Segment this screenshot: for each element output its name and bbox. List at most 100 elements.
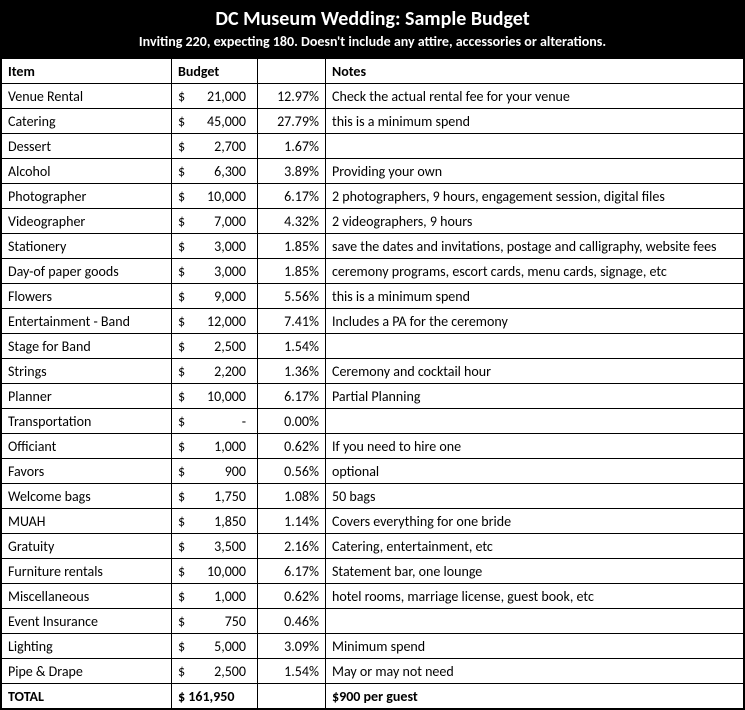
cell-budget: $9,000: [172, 284, 258, 309]
table-row: Transportation$-0.00%: [2, 409, 744, 434]
table-row: Catering$45,00027.79%this is a minimum s…: [2, 109, 744, 134]
cell-item: Videographer: [2, 209, 172, 234]
cell-item: Officiant: [2, 434, 172, 459]
table-row: Stationery$3,0001.85%save the dates and …: [2, 234, 744, 259]
table-row: Gratuity$3,5002.16%Catering, entertainme…: [2, 534, 744, 559]
currency-symbol: $: [178, 663, 192, 680]
cell-notes: Minimum spend: [326, 634, 744, 659]
cell-budget: $5,000: [172, 634, 258, 659]
table-row: Planner$10,0006.17%Partial Planning: [2, 384, 744, 409]
cell-notes: this is a minimum spend: [326, 284, 744, 309]
currency-symbol: $: [178, 163, 192, 180]
cell-notes: [326, 609, 744, 634]
amount-value: 1,000: [192, 438, 246, 455]
currency-symbol: $: [178, 88, 192, 105]
cell-budget: $3,000: [172, 259, 258, 284]
table-row: Stage for Band$2,5001.54%: [2, 334, 744, 359]
total-percent: [258, 684, 326, 709]
amount-value: -: [192, 413, 246, 430]
cell-budget: $-: [172, 409, 258, 434]
cell-notes: Partial Planning: [326, 384, 744, 409]
cell-notes: If you need to hire one: [326, 434, 744, 459]
cell-budget: $1,000: [172, 584, 258, 609]
cell-item: Miscellaneous: [2, 584, 172, 609]
cell-budget: $21,000: [172, 84, 258, 109]
currency-symbol: $: [178, 238, 192, 255]
cell-budget: $10,000: [172, 559, 258, 584]
table-row: Welcome bags$1,7501.08%50 bags: [2, 484, 744, 509]
cell-notes: 50 bags: [326, 484, 744, 509]
cell-item: Catering: [2, 109, 172, 134]
cell-item: MUAH: [2, 509, 172, 534]
cell-budget: $1,750: [172, 484, 258, 509]
currency-symbol: $: [178, 338, 192, 355]
amount-value: 750: [192, 613, 246, 630]
cell-percent: 6.17%: [258, 384, 326, 409]
cell-notes: save the dates and invitations, postage …: [326, 234, 744, 259]
cell-budget: $2,700: [172, 134, 258, 159]
cell-budget: $3,000: [172, 234, 258, 259]
table-row: Dessert$2,7001.67%: [2, 134, 744, 159]
cell-notes: May or may not need: [326, 659, 744, 684]
cell-notes: this is a minimum spend: [326, 109, 744, 134]
table-row: Videographer$7,0004.32%2 videographers, …: [2, 209, 744, 234]
amount-value: 6,300: [192, 163, 246, 180]
amount-value: 3,000: [192, 263, 246, 280]
cell-item: Stationery: [2, 234, 172, 259]
cell-item: Planner: [2, 384, 172, 409]
amount-value: 21,000: [192, 88, 246, 105]
cell-percent: 1.36%: [258, 359, 326, 384]
cell-percent: 1.85%: [258, 259, 326, 284]
cell-budget: $7,000: [172, 209, 258, 234]
cell-notes: Catering, entertainment, etc: [326, 534, 744, 559]
cell-budget: $3,500: [172, 534, 258, 559]
currency-symbol: $: [178, 588, 192, 605]
amount-value: 900: [192, 463, 246, 480]
currency-symbol: $: [178, 613, 192, 630]
cell-budget: $750: [172, 609, 258, 634]
currency-symbol: $: [178, 413, 192, 430]
cell-item: Day-of paper goods: [2, 259, 172, 284]
budget-document: DC Museum Wedding: Sample Budget Invitin…: [0, 0, 745, 710]
cell-notes: hotel rooms, marriage license, guest boo…: [326, 584, 744, 609]
cell-percent: 0.46%: [258, 609, 326, 634]
amount-value: 7,000: [192, 213, 246, 230]
cell-budget: $1,850: [172, 509, 258, 534]
cell-notes: 2 photographers, 9 hours, engagement ses…: [326, 184, 744, 209]
currency-symbol: $: [178, 288, 192, 305]
cell-percent: 2.16%: [258, 534, 326, 559]
cell-item: Alcohol: [2, 159, 172, 184]
cell-item: Dessert: [2, 134, 172, 159]
table-row: Event Insurance$7500.46%: [2, 609, 744, 634]
cell-percent: 0.62%: [258, 584, 326, 609]
amount-value: 10,000: [192, 563, 246, 580]
table-row: Miscellaneous$1,0000.62%hotel rooms, mar…: [2, 584, 744, 609]
cell-notes: Includes a PA for the ceremony: [326, 309, 744, 334]
cell-item: Venue Rental: [2, 84, 172, 109]
col-pct: [258, 59, 326, 84]
currency-symbol: $: [178, 263, 192, 280]
cell-item: Gratuity: [2, 534, 172, 559]
cell-percent: 3.09%: [258, 634, 326, 659]
cell-item: Favors: [2, 459, 172, 484]
amount-value: 1,850: [192, 513, 246, 530]
cell-budget: $2,200: [172, 359, 258, 384]
currency-symbol: $: [178, 213, 192, 230]
cell-item: Event Insurance: [2, 609, 172, 634]
cell-item: Furniture rentals: [2, 559, 172, 584]
cell-percent: 1.08%: [258, 484, 326, 509]
cell-percent: 7.41%: [258, 309, 326, 334]
cell-percent: 6.17%: [258, 184, 326, 209]
table-row: Furniture rentals$10,0006.17%Statement b…: [2, 559, 744, 584]
amount-value: 1,000: [192, 588, 246, 605]
cell-item: Entertainment - Band: [2, 309, 172, 334]
amount-value: 45,000: [192, 113, 246, 130]
table-row: Pipe & Drape$2,5001.54%May or may not ne…: [2, 659, 744, 684]
cell-notes: Ceremony and cocktail hour: [326, 359, 744, 384]
table-row: Entertainment - Band$12,0007.41%Includes…: [2, 309, 744, 334]
amount-value: 10,000: [192, 388, 246, 405]
cell-notes: [326, 134, 744, 159]
total-notes: $900 per guest: [326, 684, 744, 709]
table-row: Flowers$9,0005.56%this is a minimum spen…: [2, 284, 744, 309]
currency-symbol: $: [178, 438, 192, 455]
